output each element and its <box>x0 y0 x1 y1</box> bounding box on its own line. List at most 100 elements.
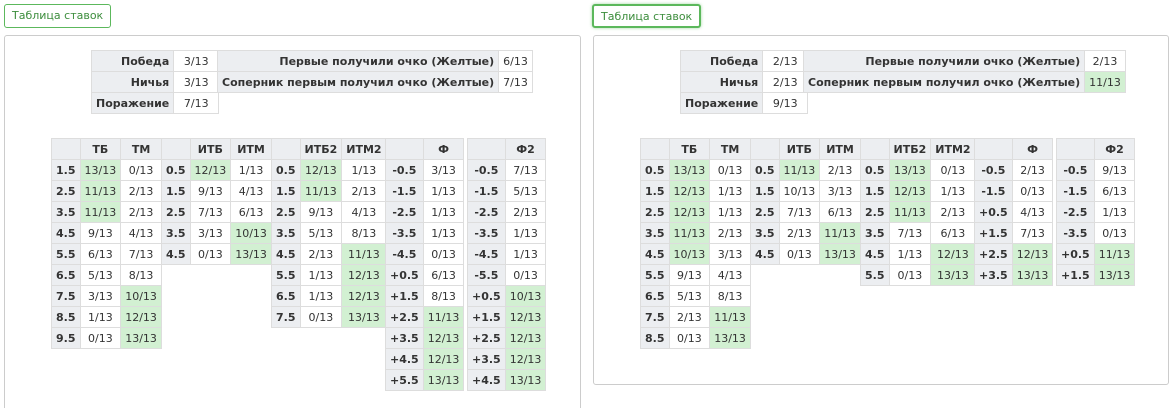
row-label: 1.5 <box>640 180 670 202</box>
row-label: -1.5 <box>467 180 506 202</box>
odds-value: 3/13 <box>709 243 751 265</box>
odds-value: 4/13 <box>230 180 272 202</box>
odds-row: +0.5 6/13 <box>385 264 465 286</box>
odds-value: 4/13 <box>1011 201 1054 223</box>
odds-value: 13/13 <box>930 264 976 286</box>
odds-value: 2/13 <box>709 222 751 244</box>
odds-value: 9/13 <box>189 180 232 202</box>
first-point-value: 7/13 <box>498 71 533 93</box>
odds-value: 1/13 <box>709 180 751 202</box>
row-label: 6.5 <box>51 264 81 286</box>
row-label: 2.5 <box>860 201 890 223</box>
odds-value: 12/13 <box>504 348 547 370</box>
row-label: 3.5 <box>271 222 301 244</box>
summary-label: Поражение <box>90 92 175 114</box>
row-label: 1.5 <box>860 180 890 202</box>
row-label: 3.5 <box>51 201 81 223</box>
odds-value: 2/13 <box>504 201 547 223</box>
column-header: ИТБ2 <box>888 138 932 160</box>
odds-row: -1.5 1/13 <box>385 180 465 202</box>
header-row: ТБ ТМ <box>51 138 162 160</box>
row-label: 9.5 <box>51 327 81 349</box>
first-point-row: Первые получили очко (Желтые) 2/13 <box>802 50 1126 72</box>
odds-row: +2.5 12/13 <box>467 327 547 349</box>
odds-row: -2.5 1/13 <box>1056 201 1136 223</box>
row-label: 2.5 <box>161 201 191 223</box>
row-label: +0.5 <box>974 201 1013 223</box>
odds-value: 12/13 <box>930 243 976 265</box>
odds-row: 6.5 5/13 8/13 <box>640 285 751 307</box>
first-point-label: Соперник первым получил очко (Желтые) <box>802 71 1086 93</box>
odds-value: 0/13 <box>888 264 932 286</box>
row-label: 0.5 <box>860 159 890 181</box>
odds-value: 2/13 <box>778 222 821 244</box>
odds-value: 3/13 <box>422 159 465 181</box>
row-label: 4.5 <box>51 222 81 244</box>
odds-row: 3.5 7/13 6/13 <box>860 222 976 244</box>
odds-row: -4.5 1/13 <box>467 243 547 265</box>
odds-row: -2.5 2/13 <box>467 201 547 223</box>
odds-value: 13/13 <box>709 327 751 349</box>
first-point-row: Соперник первым получил очко (Желтые) 7/1… <box>216 71 533 93</box>
odds-row: -0.5 3/13 <box>385 159 465 181</box>
odds-value: 1/13 <box>299 285 343 307</box>
odds-row: -5.5 0/13 <box>467 264 547 286</box>
corner-cell <box>271 138 301 160</box>
row-label: +3.5 <box>974 264 1013 286</box>
odds-value: 13/13 <box>819 243 861 265</box>
first-point-label: Первые получили очко (Желтые) <box>802 50 1086 72</box>
odds-row: 0.5 11/13 2/13 <box>750 159 861 181</box>
odds-value: 7/13 <box>888 222 932 244</box>
summary-row: Ничья 2/13 <box>679 71 809 93</box>
odds-value: 2/13 <box>299 243 343 265</box>
odds-row: 8.5 1/13 12/13 <box>51 306 162 328</box>
row-label: 3.5 <box>860 222 890 244</box>
odds-value: 2/13 <box>819 159 861 181</box>
odds-value: 7/13 <box>504 159 547 181</box>
odds-row: 7.5 0/13 13/13 <box>271 306 387 328</box>
odds-value: 12/13 <box>1011 243 1054 265</box>
odds-value: 0/13 <box>299 306 343 328</box>
odds-value: 12/13 <box>422 327 465 349</box>
odds-row: +4.5 12/13 <box>385 348 465 370</box>
odds-value: 8/13 <box>709 285 751 307</box>
row-label: +0.5 <box>467 285 506 307</box>
odds-row: 1.5 11/13 2/13 <box>271 180 387 202</box>
odds-value: 0/13 <box>1011 180 1054 202</box>
odds-value: 0/13 <box>120 159 162 181</box>
first-point-value: 11/13 <box>1084 71 1126 93</box>
odds-row: 7.5 3/13 10/13 <box>51 285 162 307</box>
first-point-row: Соперник первым получил очко (Желтые) 11/… <box>802 71 1126 93</box>
odds-value: 12/13 <box>668 180 711 202</box>
odds-value: 7/13 <box>189 201 232 223</box>
summary-value: 2/13 <box>762 50 809 72</box>
odds-row: +3.5 12/13 <box>467 348 547 370</box>
row-label: 2.5 <box>640 201 670 223</box>
odds-value: 1/13 <box>504 222 547 244</box>
odds-row: +3.5 12/13 <box>385 327 465 349</box>
odds-row: 4.5 9/13 4/13 <box>51 222 162 244</box>
corner-cell <box>467 138 506 160</box>
row-label: 4.5 <box>161 243 191 265</box>
summary-label: Ничья <box>90 71 175 93</box>
row-label: +1.5 <box>467 306 506 328</box>
tab-button[interactable]: Таблица ставок <box>4 4 112 28</box>
odds-value: 1/13 <box>230 159 272 181</box>
odds-value: 8/13 <box>422 285 465 307</box>
row-label: 4.5 <box>271 243 301 265</box>
odds-row: 2.5 12/13 1/13 <box>640 201 751 223</box>
row-label: 2.5 <box>750 201 780 223</box>
odds-value: 4/13 <box>709 264 751 286</box>
odds-value: 12/13 <box>120 306 162 328</box>
header-row: ИТБ2 ИТМ2 <box>271 138 387 160</box>
first-point-row: Первые получили очко (Желтые) 6/13 <box>216 50 533 72</box>
odds-value: 3/13 <box>189 222 232 244</box>
summary-row: Поражение 9/13 <box>679 92 809 114</box>
tab-button[interactable]: Таблица ставок <box>592 4 702 28</box>
odds-row: +0.5 11/13 <box>1056 243 1136 265</box>
odds-row: +2.5 12/13 <box>974 243 1054 265</box>
summary-value: 2/13 <box>762 71 809 93</box>
row-label: 5.5 <box>51 243 81 265</box>
summary-row: Ничья 3/13 <box>90 71 220 93</box>
odds-table: ТБ ТМ 0.5 13/13 0/13 1.5 12/13 1/13 2.5 12/13 1/13… <box>640 138 751 349</box>
